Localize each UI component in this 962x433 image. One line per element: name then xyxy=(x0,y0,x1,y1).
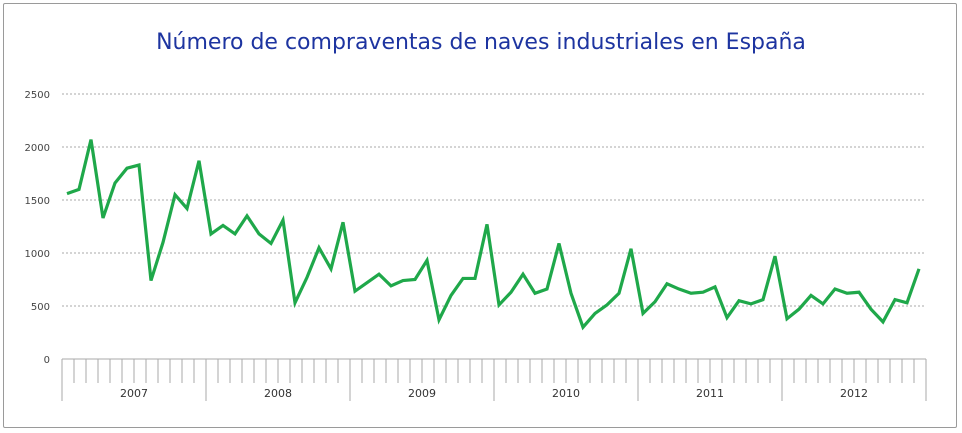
x-year-label: 2009 xyxy=(408,387,436,400)
y-tick-label: 2000 xyxy=(25,143,50,154)
x-year-label: 2010 xyxy=(552,387,580,400)
x-year-label: 2011 xyxy=(696,387,724,400)
x-year-label: 2012 xyxy=(840,387,868,400)
x-year-label: 2007 xyxy=(120,387,148,400)
x-year-label: 2008 xyxy=(264,387,292,400)
y-tick-label: 1500 xyxy=(25,196,50,207)
data-series-line xyxy=(66,139,921,331)
y-tick-label: 500 xyxy=(31,302,50,313)
chart-frame xyxy=(3,3,957,428)
y-tick-label: 0 xyxy=(44,355,50,366)
y-tick-label: 2500 xyxy=(25,90,50,101)
y-tick-label: 1000 xyxy=(25,249,50,260)
chart-title: Número de compraventas de naves industri… xyxy=(156,30,806,55)
